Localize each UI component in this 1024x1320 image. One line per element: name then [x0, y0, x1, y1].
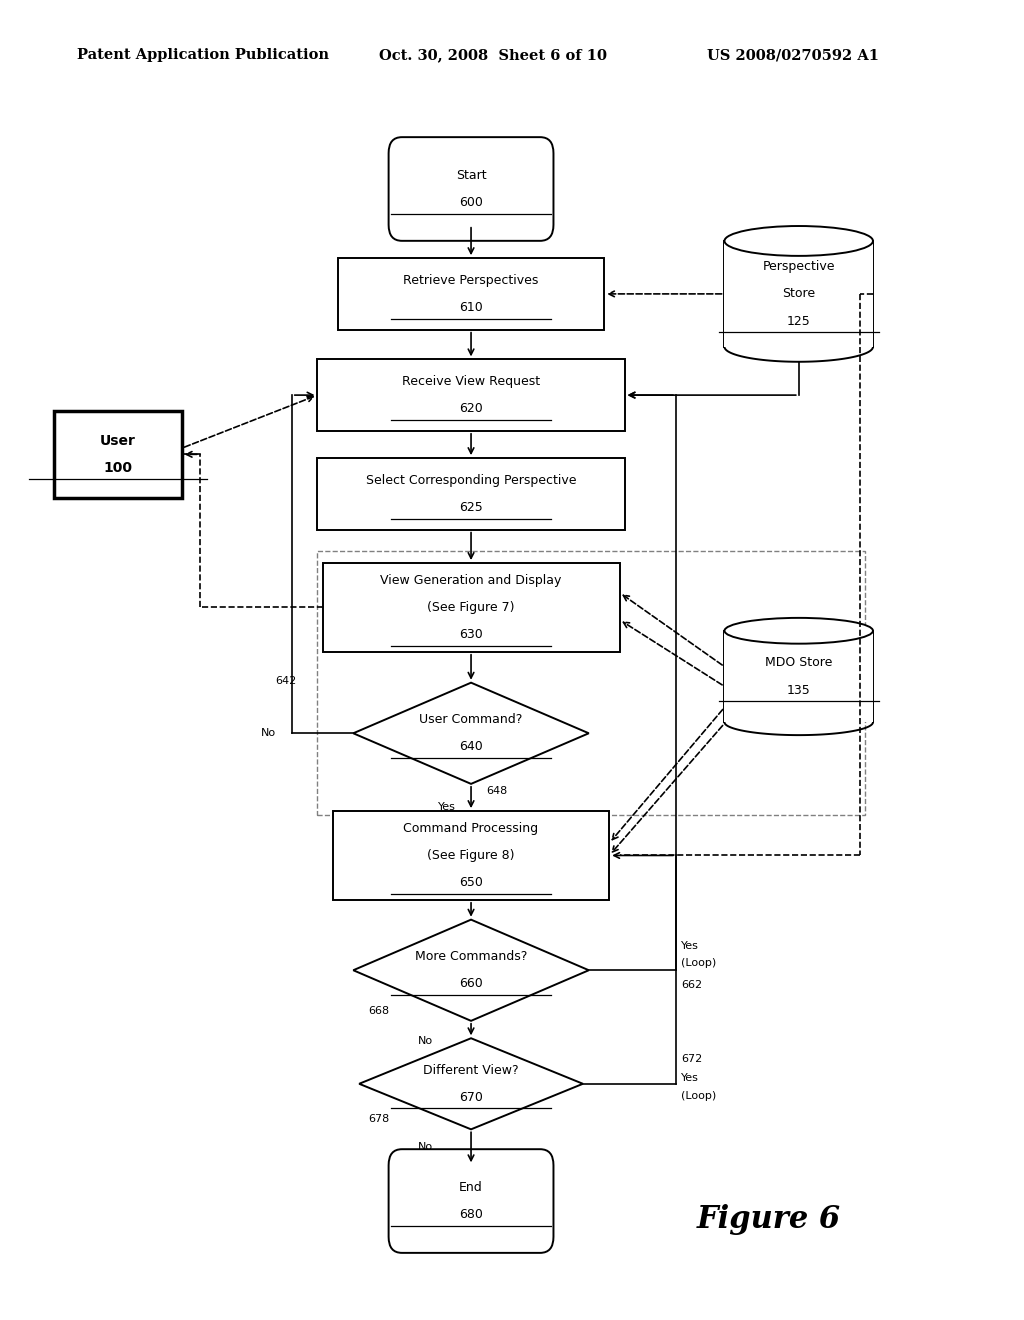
Text: 670: 670: [459, 1090, 483, 1104]
Text: (See Figure 7): (See Figure 7): [427, 601, 515, 614]
Polygon shape: [353, 920, 589, 1020]
Text: Perspective: Perspective: [763, 260, 835, 273]
Text: Start: Start: [456, 169, 486, 182]
Ellipse shape: [725, 226, 872, 256]
Text: 600: 600: [459, 197, 483, 209]
Text: US 2008/0270592 A1: US 2008/0270592 A1: [707, 49, 879, 62]
Text: Patent Application Publication: Patent Application Publication: [77, 49, 329, 62]
Text: (Loop): (Loop): [681, 958, 716, 968]
Text: User: User: [99, 434, 136, 447]
Text: 668: 668: [369, 1006, 389, 1016]
Text: Select Corresponding Perspective: Select Corresponding Perspective: [366, 474, 577, 487]
Text: 625: 625: [459, 500, 483, 513]
Text: (Loop): (Loop): [681, 1092, 716, 1101]
Text: 648: 648: [486, 787, 508, 796]
Text: 620: 620: [459, 403, 483, 416]
Bar: [725, 631, 872, 722]
Text: 672: 672: [681, 1055, 702, 1064]
Text: User Command?: User Command?: [420, 713, 522, 726]
Bar: [333, 810, 609, 900]
Text: 680: 680: [459, 1208, 483, 1221]
Text: Yes: Yes: [438, 803, 456, 812]
Text: Figure 6: Figure 6: [696, 1204, 841, 1236]
Text: MDO Store: MDO Store: [765, 656, 833, 669]
Text: 640: 640: [459, 741, 483, 754]
Text: No: No: [261, 729, 276, 738]
Text: Receive View Request: Receive View Request: [402, 375, 540, 388]
Text: Retrieve Perspectives: Retrieve Perspectives: [403, 273, 539, 286]
Text: 678: 678: [369, 1114, 389, 1125]
Bar: [725, 242, 872, 347]
Text: No: No: [418, 1142, 432, 1151]
Text: Different View?: Different View?: [423, 1064, 519, 1077]
Text: Store: Store: [782, 288, 815, 301]
Text: Command Processing: Command Processing: [403, 822, 539, 834]
Text: Oct. 30, 2008  Sheet 6 of 10: Oct. 30, 2008 Sheet 6 of 10: [379, 49, 607, 62]
Text: 125: 125: [786, 314, 811, 327]
Ellipse shape: [725, 618, 872, 644]
Text: 135: 135: [786, 684, 811, 697]
Bar: [54, 411, 182, 498]
Polygon shape: [359, 1039, 583, 1130]
Bar: [317, 359, 625, 430]
Bar: [323, 562, 620, 652]
Text: More Commands?: More Commands?: [415, 950, 527, 964]
Text: 630: 630: [459, 628, 483, 642]
FancyBboxPatch shape: [389, 137, 553, 240]
Text: 100: 100: [103, 461, 132, 475]
Text: 660: 660: [459, 977, 483, 990]
Text: Yes: Yes: [681, 941, 698, 950]
Text: Yes: Yes: [681, 1073, 698, 1082]
FancyBboxPatch shape: [389, 1150, 553, 1253]
Bar: [317, 458, 625, 529]
Text: 642: 642: [275, 676, 297, 686]
Text: View Generation and Display: View Generation and Display: [380, 574, 562, 586]
Text: End: End: [459, 1181, 483, 1195]
Text: 662: 662: [681, 979, 702, 990]
Text: No: No: [418, 1036, 432, 1045]
Polygon shape: [353, 682, 589, 784]
Text: 650: 650: [459, 876, 483, 890]
Text: 610: 610: [459, 301, 483, 314]
Text: (See Figure 8): (See Figure 8): [427, 849, 515, 862]
Bar: [338, 259, 604, 330]
